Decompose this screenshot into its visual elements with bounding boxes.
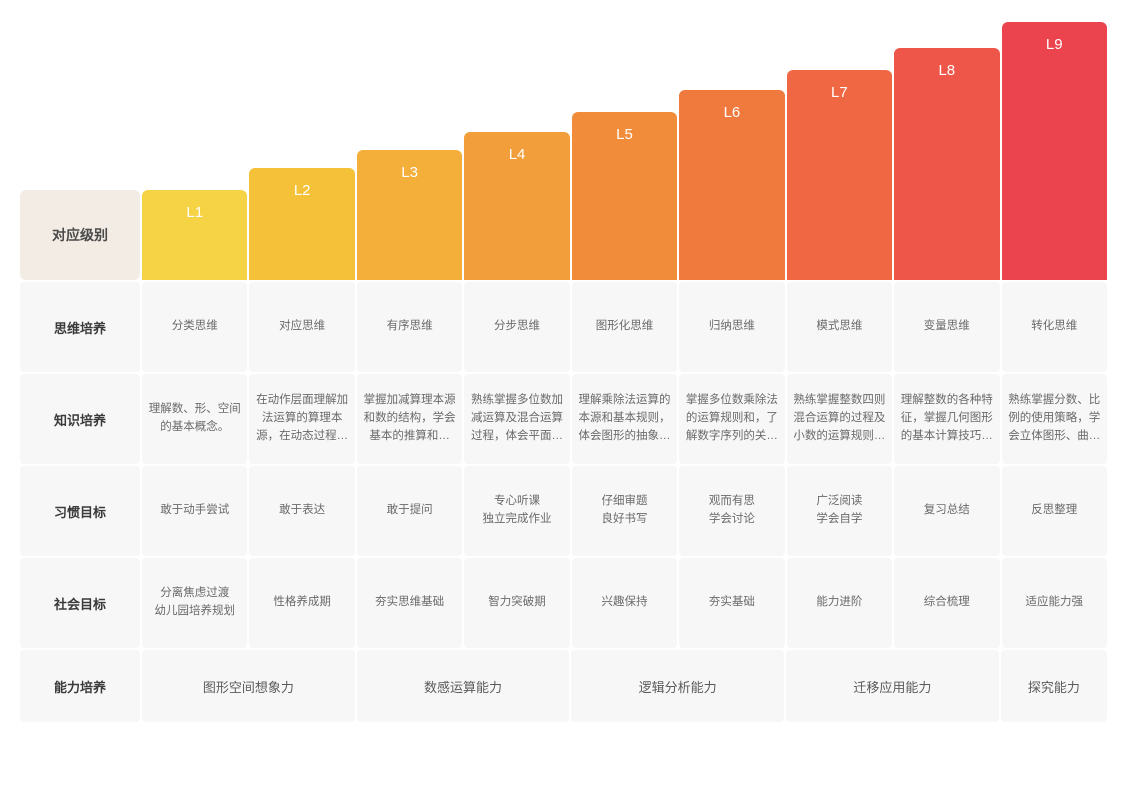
level-bar-l9: L9 [1002, 22, 1107, 280]
data-cell: 理解乘除法运算的本源和基本规则，体会图形的抽象… [572, 374, 677, 464]
data-cell: 熟练掌握整数四则混合运算的过程及小数的运算规则… [787, 374, 892, 464]
bar-cell: L3 [357, 150, 462, 280]
data-row: 习惯目标敢于动手尝试敢于表达敢于提问专心听课 独立完成作业仔细审题 良好书写观而… [20, 466, 1107, 556]
data-cell: 广泛阅读 学会自学 [787, 466, 892, 556]
ability-row: 能力培养 图形空间想象力数感运算能力逻辑分析能力迁移应用能力探究能力 [20, 650, 1107, 722]
data-cell: 敢于表达 [249, 466, 354, 556]
row-head: 思维培养 [20, 282, 140, 372]
data-cell: 能力进阶 [787, 558, 892, 648]
data-cell: 夯实基础 [679, 558, 784, 648]
data-cell: 有序思维 [357, 282, 462, 372]
data-cell: 归纳思维 [679, 282, 784, 372]
data-cell: 敢于动手尝试 [142, 466, 247, 556]
level-chart: 对应级别 L1L2L3L4L5L6L7L8L9 思维培养分类思维对应思维有序思维… [20, 20, 1107, 722]
data-cell: 在动作层面理解加法运算的算理本源，在动态过程… [249, 374, 354, 464]
data-cell: 分类思维 [142, 282, 247, 372]
bar-cell: L5 [572, 112, 677, 280]
bar-cell: L7 [787, 70, 892, 280]
level-bar-l2: L2 [249, 168, 354, 280]
level-bar-l5: L5 [572, 112, 677, 280]
level-bar-l4: L4 [464, 132, 569, 280]
data-cell: 兴趣保持 [572, 558, 677, 648]
data-cell: 适应能力强 [1002, 558, 1107, 648]
data-row: 社会目标分离焦虑过渡 幼儿园培养规划性格养成期夯实思维基础智力突破期兴趣保持夯实… [20, 558, 1107, 648]
level-bar-l1: L1 [142, 190, 247, 280]
data-cell: 转化思维 [1002, 282, 1107, 372]
level-bar-l3: L3 [357, 150, 462, 280]
data-cell: 复习总结 [894, 466, 999, 556]
data-cell: 夯实思维基础 [357, 558, 462, 648]
data-row: 知识培养理解数、形、空间的基本概念。在动作层面理解加法运算的算理本源，在动态过程… [20, 374, 1107, 464]
row-head: 习惯目标 [20, 466, 140, 556]
row-head: 知识培养 [20, 374, 140, 464]
ability-cell: 图形空间想象力 [142, 650, 355, 722]
data-cell: 敢于提问 [357, 466, 462, 556]
data-cell: 仔细审题 良好书写 [572, 466, 677, 556]
data-cell: 熟练掌握多位数加减运算及混合运算过程，体会平面… [464, 374, 569, 464]
level-bar-l6: L6 [679, 90, 784, 280]
data-cell: 观而有思 学会讨论 [679, 466, 784, 556]
ability-cell: 数感运算能力 [357, 650, 570, 722]
data-cell: 智力突破期 [464, 558, 569, 648]
data-cell: 理解数、形、空间的基本概念。 [142, 374, 247, 464]
bar-cell: L6 [679, 90, 784, 280]
bar-cell: L4 [464, 132, 569, 280]
data-cell: 对应思维 [249, 282, 354, 372]
row-head: 社会目标 [20, 558, 140, 648]
data-cell: 性格养成期 [249, 558, 354, 648]
ability-row-head: 能力培养 [20, 650, 140, 722]
ability-cell: 迁移应用能力 [786, 650, 999, 722]
data-cell: 掌握多位数乘除法的运算规则和，了解数字序列的关… [679, 374, 784, 464]
data-cell: 变量思维 [894, 282, 999, 372]
level-bar-l7: L7 [787, 70, 892, 280]
data-cell: 分离焦虑过渡 幼儿园培养规划 [142, 558, 247, 648]
ability-cell: 逻辑分析能力 [571, 650, 784, 722]
bar-row-label: 对应级别 [20, 190, 140, 280]
data-cell: 模式思维 [787, 282, 892, 372]
bar-cell: L8 [894, 48, 999, 280]
data-cell: 掌握加减算理本源和数的结构，学会基本的推算和… [357, 374, 462, 464]
data-cell: 理解整数的各种特征，掌握几何图形的基本计算技巧… [894, 374, 999, 464]
ability-cell: 探究能力 [1001, 650, 1107, 722]
data-cell: 专心听课 独立完成作业 [464, 466, 569, 556]
data-cell: 反思整理 [1002, 466, 1107, 556]
bar-cell: L9 [1002, 22, 1107, 280]
data-cell: 分步思维 [464, 282, 569, 372]
bar-cell: L2 [249, 168, 354, 280]
data-cell: 熟练掌握分数、比例的使用策略，学会立体图形、曲… [1002, 374, 1107, 464]
data-row: 思维培养分类思维对应思维有序思维分步思维图形化思维归纳思维模式思维变量思维转化思… [20, 282, 1107, 372]
level-bar-l8: L8 [894, 48, 999, 280]
bar-cell: L1 [142, 190, 247, 280]
data-cell: 综合梳理 [894, 558, 999, 648]
bar-row: 对应级别 L1L2L3L4L5L6L7L8L9 [20, 20, 1107, 280]
data-cell: 图形化思维 [572, 282, 677, 372]
